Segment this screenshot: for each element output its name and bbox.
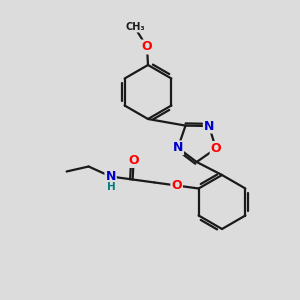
Text: O: O <box>211 142 221 155</box>
Text: H: H <box>107 182 116 191</box>
Text: O: O <box>142 40 152 53</box>
Text: O: O <box>128 154 139 167</box>
Text: N: N <box>105 170 116 183</box>
Text: O: O <box>171 179 182 192</box>
Text: N: N <box>173 141 183 154</box>
Text: N: N <box>204 119 214 133</box>
Text: CH₃: CH₃ <box>125 22 145 32</box>
